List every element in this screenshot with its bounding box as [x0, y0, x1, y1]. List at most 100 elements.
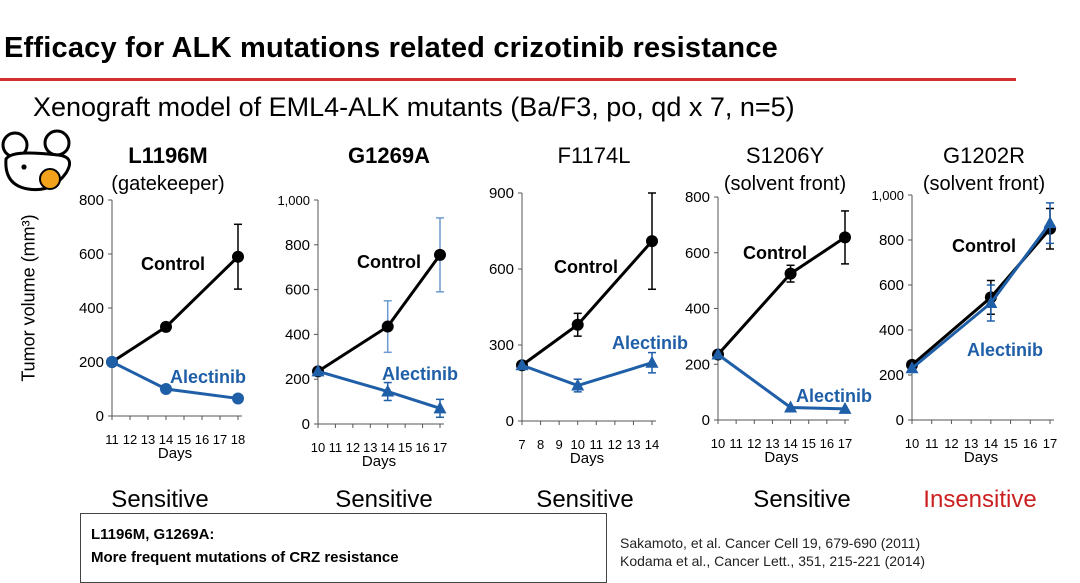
title-divider — [0, 78, 1016, 81]
x-tick-label: 12 — [747, 436, 761, 451]
slide-subtitle: Xenograft model of EML4-ALK mutants (Ba/… — [33, 92, 795, 122]
y-tick-label: 800 — [285, 237, 310, 254]
y-tick-label: 200 — [79, 354, 104, 371]
x-tick-label: 15 — [1003, 436, 1017, 451]
y-tick-label: 400 — [79, 300, 104, 317]
x-tick-label: 10 — [905, 436, 919, 451]
y-tick-label: 1,000 — [277, 193, 310, 208]
data-point-alectinib — [106, 356, 118, 368]
chart-3: S1206Y (solvent front) 0 200 400 600 800 10 11 12… — [685, 143, 872, 466]
y-tick-label: 0 — [506, 413, 514, 430]
data-point-alectinib — [311, 364, 325, 377]
outcome-sensitive: Sensitive — [753, 486, 851, 513]
chart-title: G1202R — [943, 143, 1025, 168]
x-tick-label: 16 — [820, 436, 834, 451]
data-point-alectinib — [984, 296, 998, 308]
y-tick-label: 400 — [685, 301, 710, 318]
data-point-control — [381, 320, 394, 333]
data-point-alectinib — [784, 400, 798, 413]
x-tick-label: 16 — [1023, 436, 1037, 451]
y-tick-label: 1,000 — [871, 188, 904, 203]
x-tick-label: 9 — [556, 437, 563, 452]
chart-subtitle: (solvent front) — [724, 173, 846, 195]
reference-1: Sakamoto, et al. Cancer Cell 19, 679-690… — [620, 535, 921, 551]
x-tick-label: 14 — [783, 436, 797, 451]
y-tick-label: 0 — [302, 416, 310, 433]
y-tick-label: 400 — [285, 326, 310, 343]
x-tick-label: 12 — [346, 440, 360, 455]
y-tick-label: 600 — [79, 246, 104, 263]
chart-4: G1202R (solvent front) 0 200 400 600 800 1,000 1… — [871, 143, 1057, 466]
y-tick-label: 600 — [285, 282, 310, 299]
chart-title: F1174L — [558, 143, 631, 168]
x-tick-label: 16 — [415, 440, 429, 455]
outcome-sensitive: Sensitive — [335, 486, 433, 513]
chart-1: G1269A 0 200 400 600 800 1,000 10 11 12 13 14 15 16 17… — [277, 143, 458, 470]
x-tick-label: 17 — [213, 432, 227, 447]
data-point-alectinib — [1043, 216, 1057, 229]
series-label-control: Control — [743, 243, 807, 263]
data-point-control — [232, 250, 244, 263]
chart-title: S1206Y — [746, 143, 825, 168]
outcome-sensitive: Sensitive — [111, 486, 209, 513]
x-tick-label: 12 — [944, 436, 958, 451]
x-tick-label: 10 — [570, 437, 584, 452]
x-tick-label: 11 — [105, 432, 119, 447]
y-tick-label: 200 — [685, 356, 710, 373]
x-axis-label: Days — [362, 453, 396, 470]
y-tick-label: 200 — [285, 371, 310, 388]
mouse-icon — [1, 129, 72, 192]
x-tick-label: 18 — [231, 432, 245, 447]
x-tick-label: 13 — [626, 437, 640, 452]
x-tick-label: 13 — [363, 440, 377, 455]
y-tick-label: 200 — [879, 367, 904, 384]
y-tick-label: 600 — [685, 245, 710, 262]
y-tick-label: 600 — [879, 277, 904, 294]
data-point-control — [839, 231, 851, 244]
x-tick-label: 10 — [311, 440, 325, 455]
y-tick-label: 800 — [685, 189, 710, 206]
y-tick-label: 900 — [489, 185, 514, 202]
x-tick-label: 14 — [159, 432, 173, 447]
data-point-control — [160, 320, 172, 333]
x-tick-label: 12 — [608, 437, 622, 452]
outcome-sensitive: Sensitive — [536, 486, 634, 513]
x-tick-label: 17 — [838, 436, 852, 451]
x-tick-label: 15 — [398, 440, 412, 455]
x-tick-label: 15 — [801, 436, 815, 451]
summary-line-2: More frequent mutations of CRZ resistanc… — [91, 549, 399, 566]
x-axis-label: Days — [964, 449, 998, 466]
x-tick-label: 11 — [729, 436, 743, 451]
chart-title: L1196M — [128, 143, 208, 168]
x-tick-label: 16 — [195, 432, 209, 447]
x-axis-label: Days — [158, 445, 192, 462]
x-tick-label: 8 — [537, 437, 544, 452]
data-point-control — [571, 318, 584, 331]
data-point-alectinib — [160, 383, 172, 395]
series-label-alectinib: Alectinib — [382, 364, 458, 384]
x-tick-label: 12 — [123, 432, 137, 447]
y-tick-label: 0 — [896, 412, 904, 429]
data-point-control — [646, 235, 658, 248]
data-point-alectinib — [381, 384, 395, 397]
data-point-alectinib — [571, 378, 585, 391]
data-point-alectinib — [711, 347, 725, 360]
y-tick-label: 300 — [489, 337, 514, 354]
series-label-control: Control — [952, 236, 1016, 256]
x-tick-label: 11 — [925, 436, 939, 451]
series-label-alectinib: Alectinib — [796, 386, 872, 406]
series-label-control: Control — [141, 254, 205, 274]
x-tick-label: 11 — [329, 440, 343, 455]
x-tick-label: 17 — [1043, 436, 1057, 451]
slide-title: Efficacy for ALK mutations related crizo… — [4, 32, 778, 64]
x-tick-label: 13 — [141, 432, 155, 447]
chart-subtitle: (solvent front) — [923, 173, 1045, 195]
x-tick-label: 14 — [984, 436, 998, 451]
series-label-control: Control — [357, 252, 421, 272]
summary-box: L1196M, G1269A: More frequent mutations … — [80, 513, 607, 583]
data-point-control — [434, 248, 446, 261]
y-tick-label: 800 — [879, 232, 904, 249]
data-point-alectinib — [838, 401, 852, 414]
data-point-alectinib — [905, 361, 919, 374]
